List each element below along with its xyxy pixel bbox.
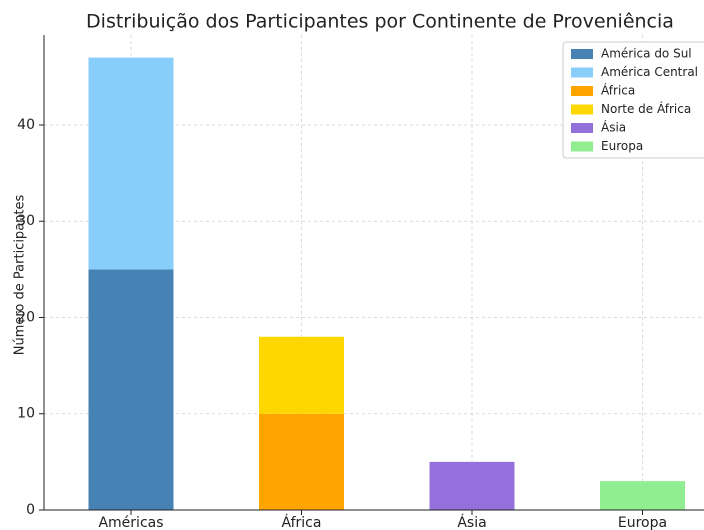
legend-swatch (571, 67, 593, 78)
legend-label: Ásia (601, 120, 626, 135)
legend-label: América Central (601, 65, 698, 79)
bar-segment (429, 461, 515, 510)
legend-swatch (571, 49, 593, 59)
legend-label: América do Sul (601, 47, 692, 61)
y-tick-label: 40 (17, 117, 35, 133)
x-tick-label: Europa (618, 515, 667, 530)
x-tick-label: África (282, 514, 322, 530)
legend-swatch (571, 86, 593, 96)
bar-segment (88, 269, 174, 510)
bar-segment (600, 481, 685, 510)
legend-swatch (571, 141, 593, 152)
chart-title: Distribuição dos Participantes por Conti… (86, 11, 674, 33)
y-tick-label: 20 (17, 309, 35, 325)
x-tick-label: Ásia (457, 514, 486, 530)
legend-swatch (571, 123, 593, 133)
y-tick-label: 0 (26, 502, 35, 518)
y-tick-label: 10 (17, 406, 35, 422)
x-tick-label: Américas (98, 515, 163, 530)
bar-segment (259, 336, 344, 414)
legend-label: Europa (601, 139, 643, 153)
legend-label: África (601, 83, 635, 98)
y-tick-label: 30 (17, 213, 35, 229)
bar-segment (88, 57, 174, 270)
y-axis-label: Número de Participantes (13, 195, 28, 356)
legend-box (562, 41, 704, 159)
legend-label: Norte de África (601, 101, 691, 116)
bar-segment (259, 413, 344, 510)
legend-swatch (571, 104, 593, 115)
